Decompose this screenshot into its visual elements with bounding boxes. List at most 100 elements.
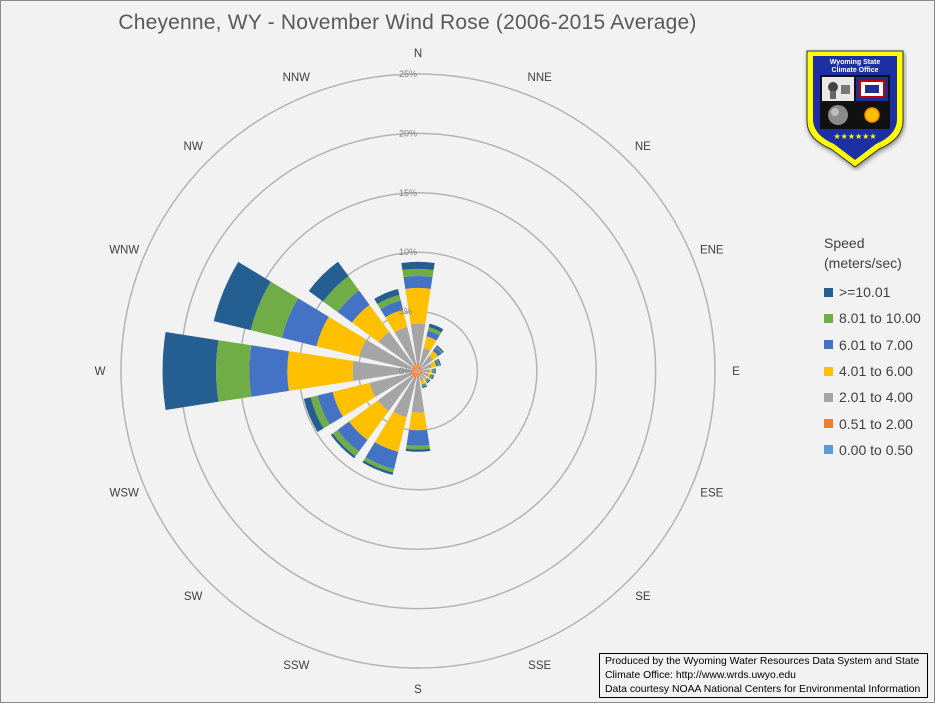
bar-segment-wsw — [416, 371, 418, 372]
bar-segment-sw — [411, 371, 418, 378]
legend-label: 0.00 to 0.50 — [839, 441, 913, 458]
bar-segment-ne — [432, 347, 442, 357]
bar-segment-nw — [323, 276, 360, 313]
bar-segment-sw — [330, 433, 356, 459]
bar-segment-sw — [348, 400, 389, 441]
direction-label-nnw: NNW — [283, 72, 311, 84]
bar-segment-ene — [430, 361, 437, 368]
bar-segment-e — [432, 368, 434, 374]
legend-swatch — [824, 340, 833, 350]
legend-item: 0.00 to 0.50 — [824, 437, 934, 463]
bar-segment-nnw — [417, 369, 418, 371]
bar-segment-s — [408, 412, 428, 431]
bar-segment-sse — [421, 383, 427, 387]
bar-segment-w — [287, 351, 354, 391]
bar-segment-nnw — [374, 289, 400, 304]
bar-segment-n — [401, 261, 435, 271]
legend-item: 4.01 to 6.00 — [824, 358, 934, 384]
bar-segment-e — [419, 370, 423, 372]
logo-text-line1: Wyoming State — [830, 59, 881, 66]
bar-segment-se — [425, 378, 430, 383]
bar-segment-sse — [418, 372, 421, 376]
legend-swatch — [824, 313, 833, 323]
bar-segment-ne — [418, 367, 422, 371]
bar-segment-wsw — [310, 395, 330, 429]
bar-segment-sse — [421, 384, 427, 388]
bar-segment-ese — [422, 372, 429, 377]
bar-segment-w — [216, 340, 252, 402]
bar-segment-s — [405, 448, 431, 452]
bar-segment-ene — [419, 368, 423, 371]
direction-label-wsw: WSW — [110, 488, 140, 500]
bar-segment-ssw — [363, 457, 395, 473]
bar-segment-e — [429, 368, 433, 374]
legend-swatch — [824, 287, 833, 297]
bar-segment-ssw — [362, 460, 394, 475]
bar-segment-wnw — [213, 261, 271, 331]
bar-segment-e — [422, 369, 430, 373]
bar-segment-se — [425, 378, 429, 382]
bar-segment-ese — [431, 374, 435, 380]
bar-segment-s — [417, 372, 419, 377]
direction-label-w: W — [95, 366, 106, 378]
bar-segment-ne — [429, 350, 439, 360]
bar-segment-wsw — [317, 391, 343, 425]
bar-segment-ese — [430, 374, 434, 380]
bar-segment-nnw — [380, 300, 404, 318]
bar-segment-ene — [422, 363, 432, 370]
bar-segment-ne — [436, 345, 444, 353]
direction-label-nne: NNE — [528, 72, 553, 84]
direction-label-sw: SW — [184, 591, 203, 603]
bar-segment-se — [418, 371, 419, 372]
credit-box: Produced by the Wyoming Water Resources … — [599, 653, 928, 698]
bar-segment-wnw — [411, 367, 417, 371]
bar-segment-ene — [437, 358, 442, 366]
direction-label-se: SE — [635, 591, 651, 603]
bar-segment-e — [433, 368, 435, 374]
logo-text-line2: Climate Office — [831, 67, 878, 74]
legend-label: 0.51 to 2.00 — [839, 415, 913, 432]
bar-segment-ene — [418, 370, 420, 371]
bar-segment-wsw — [303, 397, 324, 433]
chart-title: Cheyenne, WY - November Wind Rose (2006-… — [118, 11, 697, 34]
bar-segment-e — [434, 368, 436, 374]
wind-bars — [162, 261, 444, 475]
bar-segment-n — [405, 287, 431, 325]
radial-tick-label: 15% — [399, 188, 417, 198]
bar-segment-sse — [419, 375, 424, 382]
bar-segment-ssw — [365, 442, 399, 470]
legend-item: >=10.01 — [824, 279, 934, 305]
bar-segment-ese — [418, 371, 420, 372]
bar-segment-ssw — [417, 371, 418, 373]
bar-segment-ese — [429, 374, 432, 379]
direction-label-s: S — [414, 684, 422, 696]
bar-segment-nnw — [385, 309, 408, 333]
radial-tick-label: 25% — [399, 69, 417, 79]
bar-segment-w — [352, 361, 411, 381]
bar-segment-nne — [427, 327, 442, 336]
bar-segment-sse — [420, 380, 426, 385]
radial-tick-label: 5% — [399, 307, 412, 317]
bar-segment-ssw — [393, 378, 417, 418]
legend-item: 6.01 to 7.00 — [824, 332, 934, 358]
bar-segment-n — [416, 362, 420, 370]
bar-segment-ne — [420, 355, 434, 369]
radial-tick-label: 10% — [399, 247, 417, 257]
bar-segment-nw — [351, 304, 390, 343]
bar-segment-n — [410, 323, 426, 363]
bar-segment-ese — [419, 371, 423, 374]
legend-label: 2.01 to 4.00 — [839, 389, 913, 406]
bar-segment-w — [410, 369, 417, 373]
legend-item: 8.01 to 10.00 — [824, 305, 934, 331]
bar-segment-n — [403, 275, 433, 289]
bar-segment-sse — [418, 371, 419, 373]
radial-tick-label: 0% — [399, 366, 412, 376]
bar-segment-nne — [423, 336, 437, 351]
bar-segment-sw — [377, 375, 414, 412]
bar-segment-ssw — [413, 372, 418, 380]
legend: Speed (meters/sec) >=10.01 8.01 to 10.00 6… — [824, 233, 934, 463]
bar-segment-se — [420, 373, 426, 379]
direction-label-nw: NW — [184, 141, 203, 153]
bar-segment-sw — [332, 429, 360, 457]
